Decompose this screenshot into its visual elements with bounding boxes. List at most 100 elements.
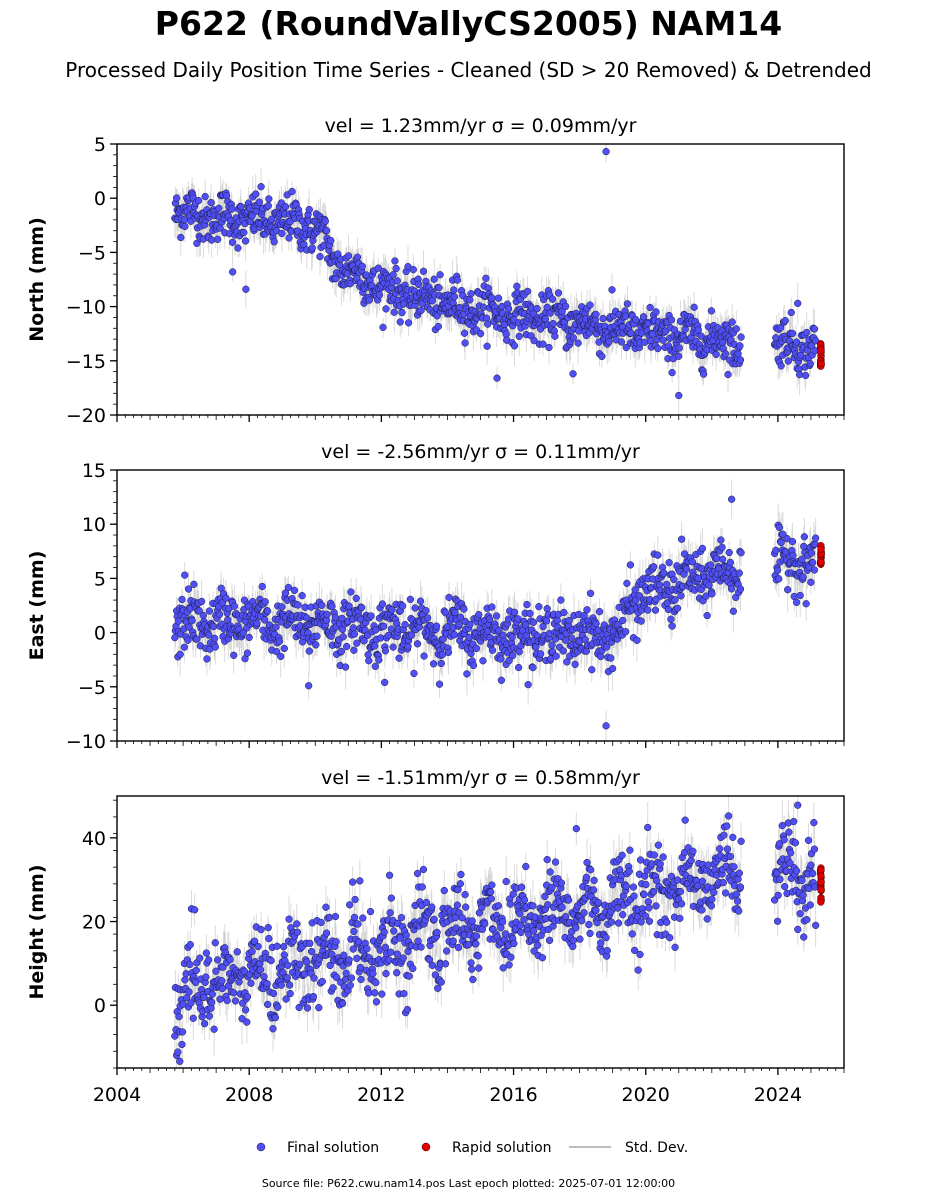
final-solution-point [599,314,607,323]
final-solution-point [492,612,501,620]
final-solution-point [703,611,711,620]
final-solution-point [659,336,667,344]
final-solution-point [228,205,236,213]
final-solution-point [493,374,501,382]
chart-figure: 5 0 −5 −10 −15 −20 North (mm) vel = 1.23mm/yr σ… [26,115,845,1156]
final-solution-point [432,622,441,630]
final-solution-point [631,586,639,594]
final-solution-point [407,631,416,639]
final-solution-point [552,652,560,660]
final-solution-point [288,187,296,196]
final-solution-point [811,534,820,542]
final-solution-point [727,585,736,593]
final-solution-point [633,636,641,644]
final-solution-point [396,318,404,326]
final-solution-point [176,650,184,658]
final-solution-point [353,639,361,647]
final-solution-point [466,620,474,629]
final-solution-point [389,271,397,279]
final-solution-point [375,291,384,299]
final-solution-point [327,236,335,245]
final-solution-point [737,549,745,557]
final-solution-point [708,590,716,598]
final-solution-point [729,607,738,615]
final-solution-point [775,523,784,532]
final-solution-point [308,244,316,252]
final-solution-point [365,296,373,304]
final-solution-point [322,616,331,625]
y-tick-label: 5 [94,134,106,156]
y-tick-label: −5 [78,677,106,699]
final-solution-point [341,663,350,671]
final-solution-point [482,314,491,322]
final-solution-point [497,655,505,663]
final-solution-point [398,308,406,317]
final-solution-point [237,203,245,211]
final-solution-point [502,330,510,338]
final-solution-point [688,558,696,566]
final-solution-point [728,318,736,326]
final-solution-point [437,659,445,668]
final-solution-point [777,538,785,547]
final-solution-point [482,274,490,282]
panel-annotation: vel = -2.56mm/yr σ = 0.11mm/yr [321,441,640,463]
final-solution-point [181,222,189,231]
final-solution-point [393,277,401,285]
final-solution-point [776,324,785,332]
final-solution-point [234,244,242,252]
final-solution-point [435,284,443,292]
final-solution-point [322,226,331,235]
final-solution-point [807,549,816,557]
final-solution-point [350,646,358,654]
y-tick-label: −5 [78,242,106,264]
final-solution-point [565,616,573,625]
final-solution-point [239,629,247,637]
final-solution-point [472,644,481,653]
final-solution-point [798,555,806,563]
final-solution-point [510,608,519,616]
final-solution-point [395,654,403,662]
final-solution-point [602,147,610,156]
final-solution-point [201,192,209,201]
final-solution-point [422,606,430,615]
final-solution-point [542,617,551,625]
final-solution-point [551,332,559,340]
final-solution-point [514,663,523,672]
final-solution-point [248,212,256,220]
final-solution-point [495,626,503,634]
final-solution-point [809,559,817,567]
final-solution-point [660,569,668,577]
y-axis-label: East (mm) [26,551,48,661]
final-solution-point [463,670,471,678]
final-solution-point [300,240,308,249]
panel-data [171,479,825,741]
final-solution-point [228,238,237,247]
final-solution-point [646,303,654,312]
y-tick-label: −10 [66,731,106,753]
final-solution-point [597,652,605,661]
final-solution-point [712,350,720,359]
final-solution-point [312,641,320,649]
final-solution-point [195,607,203,615]
final-solution-point [349,624,357,632]
final-solution-point [582,647,591,655]
final-solution-point [444,648,453,657]
final-solution-point [736,585,745,593]
final-solution-point [456,303,464,312]
final-solution-point [258,582,266,591]
final-solution-point [648,330,657,338]
panel-annotation: vel = 1.23mm/yr σ = 0.09mm/yr [325,115,637,137]
final-solution-point [494,294,503,302]
final-solution-point [172,194,181,202]
final-solution-point [608,286,616,294]
final-solution-point [417,306,425,315]
final-solution-point [781,316,789,325]
final-solution-point [603,643,611,651]
rapid-solution-point [817,545,825,553]
y-tick-label: 0 [94,623,106,645]
final-solution-point [554,289,563,297]
final-solution-point [209,622,218,631]
final-solution-point [789,551,797,560]
final-solution-point [737,333,745,341]
final-solution-point [460,329,469,337]
